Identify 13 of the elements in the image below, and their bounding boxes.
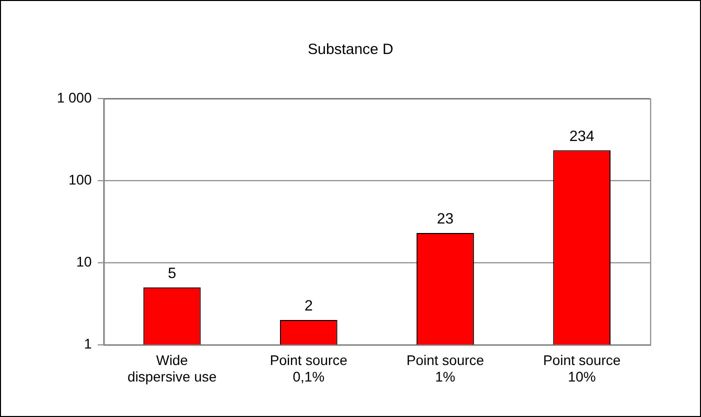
data-label: 5 — [168, 265, 176, 282]
data-label: 2 — [304, 298, 313, 315]
x-tick-label: Point source 1% — [406, 352, 484, 385]
chart-title: Substance D — [308, 40, 394, 58]
y-tick-label: 10 — [76, 254, 92, 270]
y-tick-label: 100 — [68, 171, 92, 188]
data-label: 23 — [436, 210, 454, 228]
x-tick-label: Point source 10% — [543, 352, 621, 385]
data-label: 234 — [569, 128, 594, 145]
x-tick-label: Point source 0,1% — [270, 352, 348, 385]
x-tick-label: Wide dispersive use — [127, 352, 217, 385]
y-tick-label: 1 000 — [56, 89, 92, 106]
y-tick-label: 1 — [84, 336, 92, 352]
